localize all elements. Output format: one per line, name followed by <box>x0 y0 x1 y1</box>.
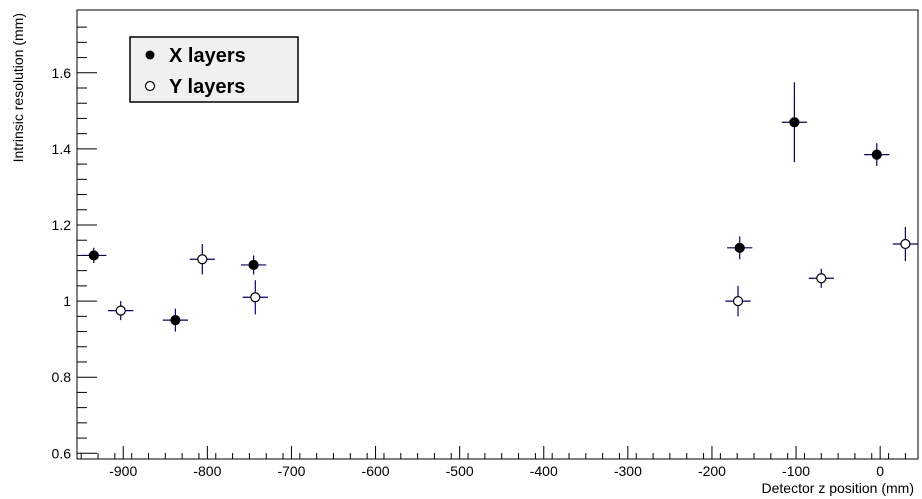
data-point-x-layers <box>248 259 259 271</box>
data-point-y-layers <box>732 295 744 307</box>
y-tick-label: 0.8 <box>52 369 72 385</box>
x-tick-label: -200 <box>698 463 726 479</box>
y-tick-label: 1.6 <box>52 65 72 81</box>
data-point-y-layers <box>250 292 261 303</box>
axis-ticks <box>77 26 906 459</box>
x-tick-label: -700 <box>277 463 305 479</box>
data-markers <box>88 117 911 326</box>
legend-label-x-layers: X layers <box>169 45 246 67</box>
x-axis-title: Detector z position (mm) <box>762 480 914 496</box>
data-point-x-layers <box>170 315 181 326</box>
y-tick-label: 1.2 <box>52 217 72 233</box>
y-tick-label: 0.6 <box>52 445 72 461</box>
legend-box <box>129 36 299 103</box>
x-tick-label: 0 <box>876 463 884 479</box>
legend: X layers Y layers <box>129 36 299 103</box>
data-point-x-layers <box>734 242 745 253</box>
x-tick-label: -800 <box>193 463 221 479</box>
data-point-x-layers <box>871 149 882 160</box>
data-point-y-layers <box>816 273 827 284</box>
y-tick-label: 1.4 <box>52 141 72 157</box>
legend-marker-y-layers <box>144 80 156 92</box>
legend-label-y-layers: Y layers <box>169 76 245 98</box>
data-point-y-layers <box>115 305 126 316</box>
x-tick-label: -400 <box>530 463 558 479</box>
x-tick-label: -900 <box>109 463 137 479</box>
data-point-y-layers <box>900 238 911 250</box>
axis-tick-labels: -900 -800 -700 -600 -500 -400 -300 -200 -100 0 0.6… <box>52 65 885 479</box>
data-point-x-layers <box>88 250 99 261</box>
y-axis-title: Intrinsic resolution (mm) <box>10 13 26 162</box>
y-tick-label: 1 <box>63 293 71 309</box>
x-tick-label: -500 <box>446 463 474 479</box>
x-tick-label: -600 <box>362 463 390 479</box>
x-tick-label: -100 <box>782 463 810 479</box>
legend-marker-x-layers <box>145 50 155 60</box>
data-point-y-layers <box>197 254 208 265</box>
data-point-x-layers <box>789 117 800 128</box>
x-tick-label: -300 <box>614 463 642 479</box>
